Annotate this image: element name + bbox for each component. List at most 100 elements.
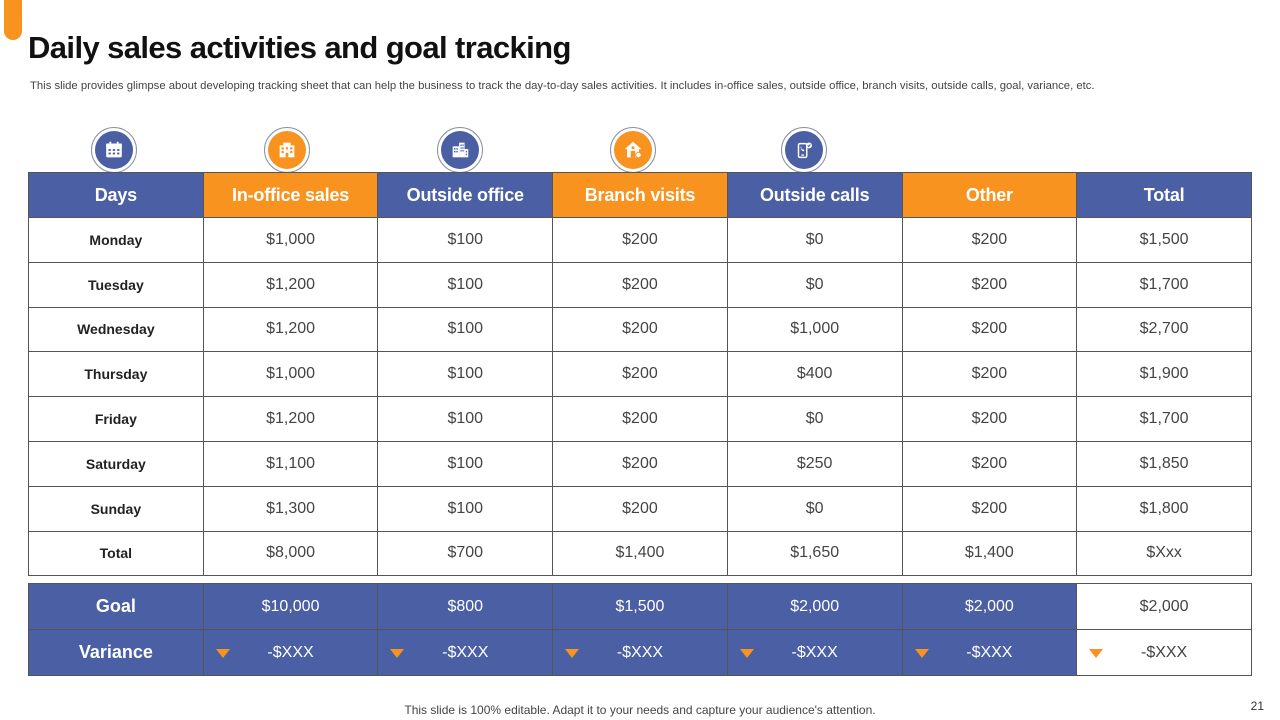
table-row: Wednesday $1,200 $100 $200 $1,000 $200 $… bbox=[28, 306, 1252, 353]
value-cell: $1,800 bbox=[1076, 485, 1252, 532]
table-row: Friday $1,200 $100 $200 $0 $200 $1,700 bbox=[28, 396, 1252, 442]
value-cell: $1,200 bbox=[202, 396, 379, 442]
value-cell: $1,400 bbox=[552, 530, 728, 577]
value-cell: $200 bbox=[901, 485, 1078, 532]
sales-tracking-table: Days In-office sales Outside office Bran… bbox=[28, 172, 1252, 577]
phone-call-icon bbox=[781, 127, 827, 173]
table-row: Tuesday $1,200 $100 $200 $0 $200 $1,700 bbox=[28, 261, 1252, 308]
day-cell: Total bbox=[28, 530, 204, 577]
value-cell: $200 bbox=[552, 440, 728, 487]
day-cell: Thursday bbox=[28, 351, 204, 398]
goal-value: $1,500 bbox=[552, 583, 728, 630]
value-cell: $250 bbox=[726, 440, 903, 487]
value-cell: $400 bbox=[726, 351, 903, 398]
value-cell: $1,700 bbox=[1076, 396, 1252, 442]
variance-value: -$XXX bbox=[442, 643, 489, 661]
column-header-branch-visits: Branch visits bbox=[552, 172, 728, 218]
value-cell: $200 bbox=[552, 351, 728, 398]
value-cell: $0 bbox=[726, 485, 903, 532]
office-building-icon bbox=[264, 127, 310, 173]
down-triangle-icon bbox=[390, 648, 405, 658]
value-cell: $100 bbox=[377, 261, 554, 308]
value-cell: $2,700 bbox=[1076, 306, 1252, 353]
value-cell: $1,850 bbox=[1076, 440, 1252, 487]
down-triangle-icon bbox=[1089, 648, 1104, 658]
page-number: 21 bbox=[1250, 699, 1264, 713]
value-cell: $1,000 bbox=[202, 351, 379, 398]
value-cell: $1,100 bbox=[202, 440, 379, 487]
day-cell: Saturday bbox=[28, 440, 204, 487]
slide-subtitle: This slide provides glimpse about develo… bbox=[30, 80, 1095, 92]
variance-row: Variance -$XXX -$XXX -$XXX -$XXX -$XXX -… bbox=[28, 629, 1252, 676]
value-cell: $200 bbox=[901, 306, 1078, 353]
variance-value: -$XXX bbox=[966, 643, 1013, 661]
column-header-total: Total bbox=[1076, 172, 1252, 218]
value-cell: $1,300 bbox=[202, 485, 379, 532]
value-cell: $Xxx bbox=[1076, 530, 1252, 577]
goal-value: $2,000 bbox=[726, 583, 903, 630]
day-cell: Wednesday bbox=[28, 306, 204, 353]
value-cell: $200 bbox=[901, 440, 1078, 487]
down-triangle-icon bbox=[565, 648, 580, 658]
column-icons bbox=[0, 127, 1280, 173]
table-row: Monday $1,000 $100 $200 $0 $200 $1,500 bbox=[28, 217, 1252, 263]
variance-value: -$XXX bbox=[791, 643, 838, 661]
branch-house-icon bbox=[610, 127, 656, 173]
value-cell: $100 bbox=[377, 396, 554, 442]
city-buildings-icon bbox=[437, 127, 483, 173]
goal-value: $10,000 bbox=[202, 583, 379, 630]
value-cell: $1,900 bbox=[1076, 351, 1252, 398]
value-cell: $8,000 bbox=[202, 530, 379, 577]
table-row: Saturday $1,100 $100 $200 $250 $200 $1,8… bbox=[28, 440, 1252, 487]
value-cell: $1,700 bbox=[1076, 261, 1252, 308]
value-cell: $1,400 bbox=[901, 530, 1078, 577]
calendar-icon bbox=[91, 127, 137, 173]
value-cell: $200 bbox=[901, 217, 1078, 263]
variance-cell: -$XXX bbox=[377, 629, 554, 676]
goal-value: $800 bbox=[377, 583, 554, 630]
day-cell: Monday bbox=[28, 217, 204, 263]
down-triangle-icon bbox=[739, 648, 754, 658]
value-cell: $100 bbox=[377, 217, 554, 263]
value-cell: $0 bbox=[726, 261, 903, 308]
column-header-outside-calls: Outside calls bbox=[726, 172, 903, 218]
total-row: Total $8,000 $700 $1,400 $1,650 $1,400 $… bbox=[28, 530, 1252, 577]
slide-title: Daily sales activities and goal tracking bbox=[28, 30, 571, 65]
slide-footer: This slide is 100% editable. Adapt it to… bbox=[404, 703, 876, 717]
value-cell: $1,500 bbox=[1076, 217, 1252, 263]
variance-value: -$XXX bbox=[267, 643, 314, 661]
value-cell: $700 bbox=[377, 530, 554, 577]
value-cell: $200 bbox=[552, 485, 728, 532]
down-triangle-icon bbox=[215, 648, 230, 658]
value-cell: $1,200 bbox=[202, 306, 379, 353]
value-cell: $200 bbox=[901, 261, 1078, 308]
value-cell: $200 bbox=[552, 396, 728, 442]
goal-variance-table: Goal $10,000 $800 $1,500 $2,000 $2,000 $… bbox=[28, 583, 1252, 676]
value-cell: $200 bbox=[552, 217, 728, 263]
accent-tab bbox=[4, 0, 22, 40]
down-triangle-icon bbox=[914, 648, 929, 658]
value-cell: $100 bbox=[377, 485, 554, 532]
goal-value: $2,000 bbox=[901, 583, 1078, 630]
value-cell: $1,650 bbox=[726, 530, 903, 577]
value-cell: $100 bbox=[377, 351, 554, 398]
column-header-in-office-sales: In-office sales bbox=[202, 172, 379, 218]
variance-value: -$XXX bbox=[1140, 643, 1188, 661]
table-header-row: Days In-office sales Outside office Bran… bbox=[28, 172, 1252, 218]
variance-cell: -$XXX bbox=[901, 629, 1078, 676]
value-cell: $1,000 bbox=[202, 217, 379, 263]
value-cell: $200 bbox=[552, 306, 728, 353]
value-cell: $100 bbox=[377, 306, 554, 353]
variance-value: -$XXX bbox=[616, 643, 664, 661]
value-cell: $0 bbox=[726, 396, 903, 442]
value-cell: $1,000 bbox=[726, 306, 903, 353]
table-row: Thursday $1,000 $100 $200 $400 $200 $1,9… bbox=[28, 351, 1252, 398]
value-cell: $200 bbox=[901, 396, 1078, 442]
value-cell: $200 bbox=[901, 351, 1078, 398]
day-cell: Sunday bbox=[28, 485, 204, 532]
value-cell: $200 bbox=[552, 261, 728, 308]
day-cell: Friday bbox=[28, 396, 204, 442]
variance-cell: -$XXX bbox=[726, 629, 903, 676]
column-header-days: Days bbox=[28, 172, 204, 218]
goal-row: Goal $10,000 $800 $1,500 $2,000 $2,000 $… bbox=[28, 583, 1252, 630]
